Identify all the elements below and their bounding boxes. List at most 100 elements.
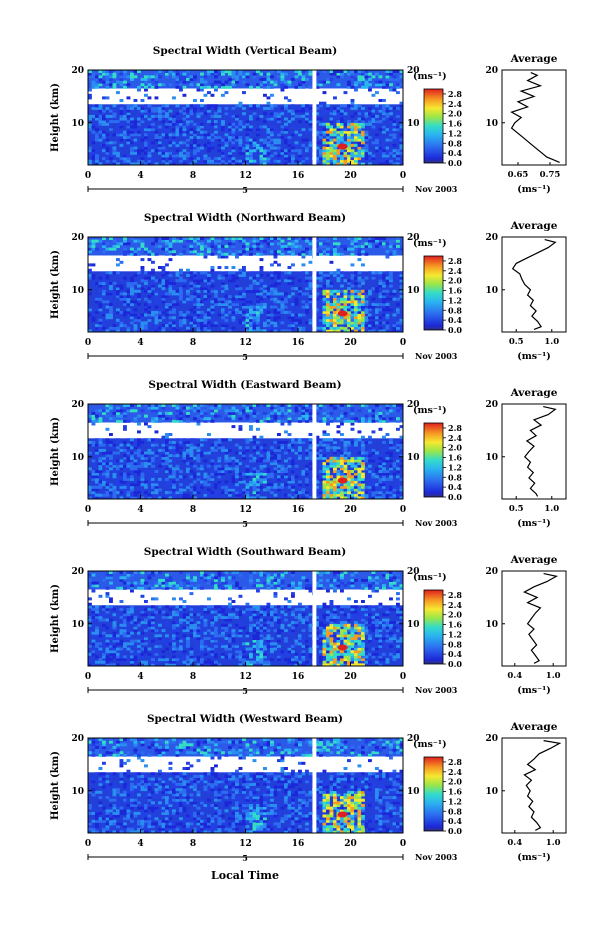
heatmap-cell bbox=[186, 414, 190, 418]
heatmap-cell bbox=[238, 130, 243, 134]
heatmap-cell bbox=[186, 268, 190, 272]
heatmap-cell bbox=[280, 85, 285, 89]
heatmap-cell bbox=[91, 470, 96, 473]
heatmap-cell bbox=[350, 470, 355, 473]
heatmap-cell bbox=[336, 318, 341, 322]
heatmap-cell bbox=[329, 419, 334, 423]
heatmap-cell bbox=[105, 77, 110, 81]
heatmap-cell bbox=[298, 109, 302, 113]
heatmap-cell bbox=[249, 305, 253, 309]
heatmap-cell bbox=[308, 303, 313, 306]
y-axis-label: Height (km) bbox=[50, 417, 61, 486]
heatmap-cell bbox=[175, 467, 180, 471]
heatmap-cell bbox=[95, 77, 99, 81]
heatmap-cell bbox=[224, 417, 229, 421]
heatmap-cell bbox=[228, 250, 232, 254]
heatmap-cell bbox=[175, 464, 180, 468]
heatmap-cell bbox=[119, 242, 124, 246]
heatmap-cell bbox=[291, 321, 295, 325]
heatmap-cell bbox=[231, 310, 236, 314]
heatmap-cell bbox=[144, 308, 148, 312]
heatmap-cell bbox=[95, 281, 99, 285]
heatmap-cell bbox=[231, 141, 236, 145]
heatmap-cell bbox=[322, 454, 327, 458]
heatmap-cell bbox=[385, 472, 390, 476]
heatmap-cell bbox=[151, 276, 155, 280]
heatmap-cell bbox=[266, 242, 271, 246]
heatmap-cell bbox=[315, 252, 320, 256]
heatmap-cell bbox=[221, 483, 225, 487]
heatmap-cell bbox=[252, 321, 257, 325]
heatmap-cell bbox=[347, 85, 351, 89]
heatmap-cell bbox=[287, 141, 292, 145]
heatmap-cell bbox=[186, 130, 190, 134]
heatmap-cell bbox=[98, 318, 103, 322]
heatmap-cell bbox=[256, 133, 260, 137]
heatmap-cell bbox=[91, 313, 96, 317]
heatmap-cell bbox=[88, 141, 92, 145]
heatmap-cell bbox=[147, 475, 152, 479]
heatmap-cell bbox=[228, 128, 232, 132]
heatmap-cell bbox=[354, 159, 358, 163]
heatmap-cell bbox=[259, 237, 264, 240]
heatmap-cell bbox=[123, 404, 127, 407]
heatmap-cell bbox=[340, 491, 344, 495]
heatmap-cell bbox=[298, 133, 302, 137]
heatmap-cell bbox=[350, 133, 355, 137]
y-tick-label: 20 bbox=[71, 400, 84, 410]
heatmap-cell bbox=[396, 162, 400, 166]
heatmap-cell bbox=[263, 83, 267, 87]
heatmap-cell bbox=[217, 406, 222, 410]
heatmap-cell bbox=[224, 310, 229, 314]
heatmap-cell bbox=[112, 109, 117, 113]
heatmap-cell bbox=[396, 244, 400, 248]
heatmap-cell bbox=[112, 493, 117, 497]
heatmap-cell bbox=[280, 329, 285, 333]
heatmap-cell bbox=[105, 133, 110, 137]
heatmap-cell bbox=[371, 114, 376, 118]
heatmap-cell bbox=[238, 485, 243, 489]
heatmap-cell bbox=[123, 310, 127, 314]
heatmap-cell bbox=[336, 443, 341, 447]
heatmap-cell bbox=[249, 276, 253, 280]
heatmap-cell bbox=[382, 472, 386, 476]
heatmap-cell bbox=[203, 417, 208, 421]
heatmap-cell bbox=[105, 454, 110, 458]
heatmap-cell bbox=[336, 329, 341, 333]
heatmap-cell bbox=[189, 271, 194, 275]
heatmap-cell bbox=[354, 133, 358, 137]
heatmap-cell bbox=[326, 106, 330, 110]
heatmap-cell bbox=[105, 159, 110, 163]
heatmap-cell bbox=[158, 114, 162, 118]
heatmap-cell bbox=[343, 295, 348, 299]
heatmap-cell bbox=[378, 411, 383, 415]
heatmap-cell bbox=[329, 316, 334, 320]
heatmap-cell bbox=[382, 242, 386, 246]
heatmap-cell bbox=[329, 252, 334, 256]
heatmap-cell bbox=[357, 430, 362, 434]
heatmap-cell bbox=[98, 120, 103, 124]
heatmap-cell bbox=[179, 409, 183, 413]
heatmap-cell bbox=[350, 411, 355, 415]
heatmap-cell bbox=[347, 470, 351, 473]
heatmap-cell bbox=[378, 151, 383, 155]
heatmap-cell bbox=[378, 146, 383, 150]
heatmap-cell bbox=[175, 321, 180, 325]
heatmap-cell bbox=[112, 271, 117, 275]
heatmap-cell bbox=[249, 411, 253, 415]
heatmap-cell bbox=[144, 660, 148, 664]
heatmap-cell bbox=[333, 456, 337, 460]
heatmap-cell bbox=[263, 295, 267, 299]
heatmap-cell bbox=[280, 321, 285, 325]
heatmap-cell bbox=[336, 106, 341, 110]
heatmap-cell bbox=[119, 106, 124, 110]
heatmap-cell bbox=[329, 459, 334, 463]
heatmap-cell bbox=[123, 133, 127, 137]
heatmap-cell bbox=[354, 475, 358, 479]
heatmap-cell bbox=[95, 308, 99, 312]
heatmap-cell bbox=[322, 300, 327, 304]
heatmap-cell bbox=[116, 125, 120, 129]
heatmap-cell bbox=[301, 491, 306, 495]
heatmap-cell bbox=[109, 70, 113, 73]
heatmap-cell bbox=[361, 313, 365, 317]
